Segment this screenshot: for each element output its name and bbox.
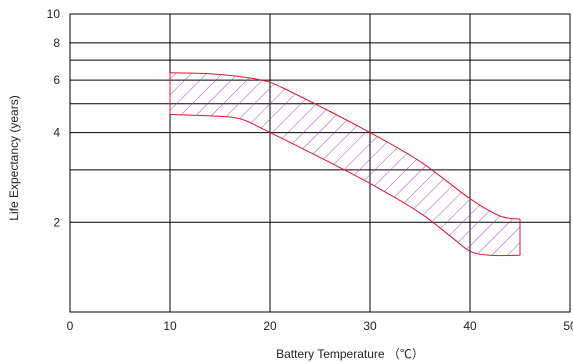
x-tick-label: 20 xyxy=(263,319,277,333)
x-tick-label: 30 xyxy=(363,319,377,333)
band-upper-edge xyxy=(169,72,521,220)
band-lower-edge xyxy=(169,114,521,257)
y-tick-label: 6 xyxy=(53,73,60,87)
x-tick-label: 50 xyxy=(563,319,573,333)
y-tick-label: 4 xyxy=(53,126,60,140)
life-band-fill xyxy=(170,72,520,256)
y-tick-label: 10 xyxy=(47,7,61,21)
plot-frame xyxy=(69,13,571,313)
x-tick-label: 0 xyxy=(67,319,74,333)
x-tick-labels: 0 10 20 30 40 50 xyxy=(67,319,573,333)
x-tick-label: 10 xyxy=(163,319,177,333)
y-tick-label: 2 xyxy=(53,215,60,229)
y-axis-label: Life Expectancy (years) xyxy=(7,95,21,220)
x-tick-label: 40 xyxy=(463,319,477,333)
grid xyxy=(70,13,570,312)
x-axis-label: Battery Temperature （℃） xyxy=(276,347,424,361)
y-tick-label: 8 xyxy=(53,36,60,50)
y-tick-labels: 2 4 6 8 10 xyxy=(47,7,61,229)
